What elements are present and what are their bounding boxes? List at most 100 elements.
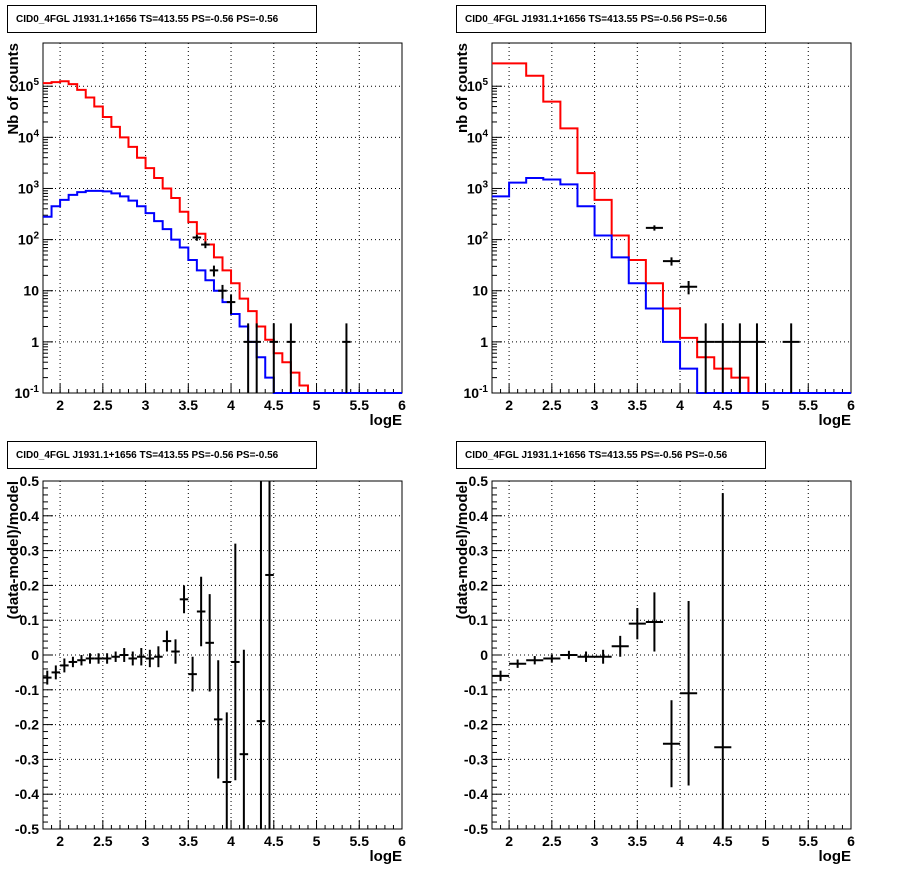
y-axis-title: (data-model)/model	[454, 481, 471, 619]
x-tick-label: 2	[56, 397, 64, 413]
y-tick-label: -0.3	[464, 751, 488, 767]
panel-2: 2 2.5 3 3.5 4 4.5 5 5.5 6 -0.5 -0.4 -0.3 -0.2 -0.1 0 0.…	[5, 473, 406, 865]
data-point	[60, 658, 69, 673]
data-point	[269, 323, 279, 393]
data-point	[611, 635, 629, 657]
x-axis-title: logE	[370, 848, 403, 865]
y-tick-label: 0.5	[469, 473, 489, 489]
data-point	[145, 649, 155, 668]
x-tick-label: 6	[847, 833, 855, 849]
data-point	[680, 281, 698, 295]
x-tick-label: 2	[505, 397, 513, 413]
y-tick-label: -0.4	[15, 786, 39, 802]
x-tick-label: 5	[762, 833, 770, 849]
x-tick-label: 5	[313, 397, 321, 413]
model-histogram-source	[43, 189, 402, 394]
y-tick-label: -0.2	[15, 717, 39, 733]
data-point	[628, 608, 646, 640]
x-tick-label: 6	[398, 397, 406, 413]
data-point	[192, 234, 202, 241]
y-tick-label: 103	[18, 179, 40, 196]
data-point	[239, 649, 249, 829]
y-tick-label: -0.5	[464, 821, 488, 837]
x-tick-label: 2.5	[542, 397, 562, 413]
y-tick-label: 102	[18, 231, 40, 248]
x-tick-label: 3.5	[628, 397, 648, 413]
y-axis-title: nb of counts	[454, 43, 471, 133]
x-tick-label: 6	[847, 397, 855, 413]
x-tick-label: 5.5	[799, 833, 819, 849]
y-tick-label: 102	[467, 231, 489, 248]
x-tick-label: 2	[56, 833, 64, 849]
x-tick-label: 4.5	[713, 833, 733, 849]
y-axis-title: Nb of counts	[5, 43, 22, 135]
y-tick-label: 10	[23, 283, 39, 299]
y-tick-label: 10-1	[464, 384, 489, 401]
data-point	[77, 655, 86, 666]
data-point	[645, 592, 663, 652]
data-point	[560, 650, 578, 660]
data-point	[492, 670, 510, 682]
data-point	[209, 265, 219, 277]
y-tick-label: 0.1	[469, 612, 489, 628]
x-tick-label: 4	[676, 397, 684, 413]
y-tick-label: 1	[31, 334, 39, 350]
y-tick-label: 0	[480, 647, 488, 663]
data-point	[171, 639, 180, 664]
data-point	[68, 656, 78, 668]
panel-1: 2 2.5 3 3.5 4 4.5 5 5.5 6 10-1 1 10 102 103 104 105 logE…	[454, 42, 855, 429]
x-tick-label: 3	[591, 397, 599, 413]
data-point	[256, 481, 266, 829]
data-point	[222, 712, 232, 829]
x-tick-label: 5	[313, 833, 321, 849]
plot-frame	[491, 42, 852, 394]
data-point	[128, 651, 138, 666]
y-tick-label: 0.5	[20, 473, 40, 489]
panel-title-bottom-right: CID0_4FGL J1931.1+1656 TS=413.55 PS=-0.5…	[456, 441, 766, 469]
x-tick-label: 2	[505, 833, 513, 849]
x-tick-label: 4.5	[713, 397, 733, 413]
data-point	[119, 648, 129, 662]
data-point	[226, 294, 236, 315]
data-point	[577, 651, 595, 662]
data-point	[213, 660, 223, 779]
x-axis-title: logE	[370, 412, 403, 429]
data-point	[179, 585, 189, 614]
y-tick-label: -0.1	[15, 682, 39, 698]
panel-title-top-left: CID0_4FGL J1931.1+1656 TS=413.55 PS=-0.5…	[7, 5, 317, 33]
y-tick-label: -0.4	[464, 786, 488, 802]
data-point	[137, 648, 146, 666]
x-tick-label: 5.5	[350, 833, 370, 849]
x-tick-label: 4	[227, 833, 235, 849]
x-tick-label: 3.5	[628, 833, 648, 849]
y-tick-label: 105	[467, 77, 489, 94]
x-axis-title: logE	[819, 412, 852, 429]
y-tick-label: -0.3	[15, 751, 39, 767]
x-tick-label: 2.5	[93, 397, 113, 413]
y-tick-label: 0	[31, 647, 39, 663]
y-tick-label: 10-1	[15, 384, 40, 401]
y-tick-label: 1	[480, 334, 488, 350]
y-tick-label: 0.1	[20, 612, 40, 628]
data-point	[85, 653, 95, 664]
x-tick-label: 3	[142, 833, 150, 849]
data-point	[154, 646, 163, 668]
y-tick-label: 10	[472, 283, 488, 299]
y-tick-label: -0.1	[464, 682, 488, 698]
x-tick-label: 3	[591, 833, 599, 849]
x-tick-label: 4	[227, 397, 235, 413]
data-point	[748, 323, 766, 393]
y-tick-label: 103	[467, 179, 489, 196]
data-point	[111, 651, 120, 662]
data-point	[201, 241, 210, 249]
data-point	[218, 284, 227, 299]
y-tick-label: 0.4	[469, 508, 489, 524]
y-axis-title: (data-model)/model	[5, 481, 22, 619]
data-point	[51, 665, 61, 680]
y-tick-label: 0.4	[20, 508, 40, 524]
model-histogram-total	[43, 80, 402, 394]
y-tick-label: -0.2	[464, 717, 488, 733]
x-tick-label: 5	[762, 397, 770, 413]
y-tick-label: 105	[18, 77, 40, 94]
data-point	[509, 659, 527, 668]
